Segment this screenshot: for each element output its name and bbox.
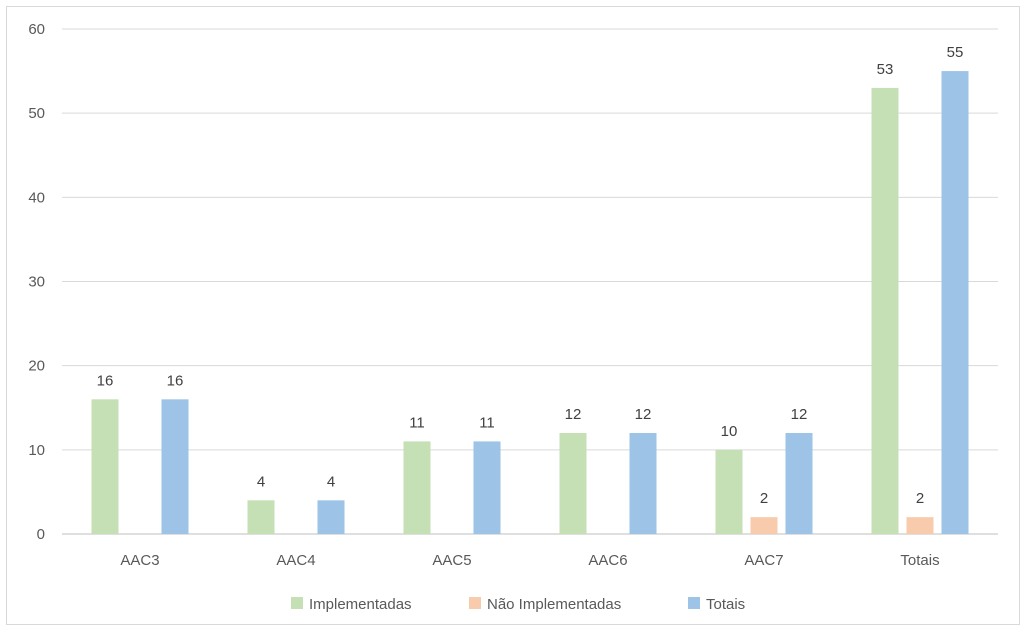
bar-aac6-3 (629, 433, 657, 534)
bar-totais-3 (941, 71, 969, 534)
legend-label: Não Implementadas (487, 596, 621, 613)
y-axis-tick-labels: 0 10 20 30 40 50 60 (28, 21, 45, 543)
bar-aac3-1 (91, 399, 119, 534)
data-label: 11 (479, 414, 495, 431)
bar-aac4-1 (247, 500, 275, 534)
data-label: 4 (327, 473, 335, 490)
data-label: 2 (760, 490, 768, 507)
bar-aac5-3 (473, 441, 501, 534)
bar-aac5-1 (403, 441, 431, 534)
category-label: AAC3 (120, 552, 159, 569)
data-label: 4 (257, 473, 265, 490)
y-tick-label: 0 (37, 526, 45, 543)
y-tick-label: 60 (28, 21, 45, 38)
data-label: 2 (916, 490, 924, 507)
category-label: AAC4 (276, 552, 315, 569)
bars (91, 71, 969, 535)
data-label: 16 (97, 372, 114, 389)
bar-aac3-3 (161, 399, 189, 534)
data-label: 16 (167, 372, 184, 389)
bar-totais-1 (871, 87, 899, 535)
data-label: 12 (635, 406, 652, 423)
data-label: 53 (877, 61, 894, 78)
bar-aac4-3 (317, 500, 345, 534)
legend-swatch (291, 597, 303, 609)
category-label: AAC5 (432, 552, 471, 569)
data-label: 11 (409, 414, 425, 431)
category-label: AAC6 (588, 552, 627, 569)
legend-label: Totais (706, 596, 745, 613)
bar-totais-2 (906, 517, 934, 534)
bar-aac7-3 (785, 433, 813, 534)
bar-aac7-1 (715, 449, 743, 534)
legend: Implementadas Não Implementadas Totais (291, 596, 745, 613)
legend-label: Implementadas (309, 596, 412, 613)
legend-swatch (688, 597, 700, 609)
gridlines (62, 28, 998, 535)
y-tick-label: 30 (28, 274, 45, 291)
y-tick-label: 10 (28, 442, 45, 459)
legend-swatch (469, 597, 481, 609)
bar-aac7-2 (750, 517, 778, 534)
y-tick-label: 20 (28, 358, 45, 375)
bar-aac6-1 (559, 433, 587, 534)
x-axis-category-labels: AAC3 AAC4 AAC5 AAC6 AAC7 Totais (120, 552, 939, 569)
data-labels: 16 16 4 4 11 11 12 12 10 2 12 53 2 55 (97, 44, 964, 507)
y-tick-label: 50 (28, 105, 45, 122)
data-label: 55 (947, 44, 964, 61)
data-label: 10 (721, 423, 738, 440)
y-tick-label: 40 (28, 189, 45, 206)
data-label: 12 (791, 406, 808, 423)
category-label: AAC7 (744, 552, 783, 569)
data-label: 12 (565, 406, 582, 423)
category-label: Totais (900, 552, 939, 569)
